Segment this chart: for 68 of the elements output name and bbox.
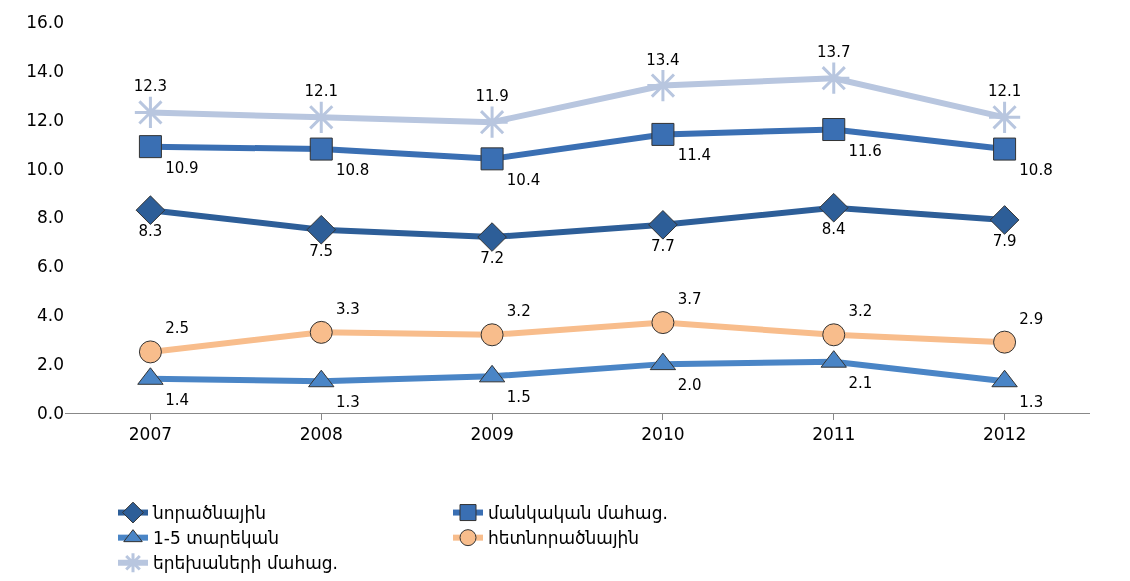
point <box>477 222 507 252</box>
data-label: 11.9 <box>475 87 509 106</box>
legend-label: 1-5 տարեկան <box>153 528 279 549</box>
data-label: 12.1 <box>987 82 1022 101</box>
x-tick-label: 2010 <box>641 424 685 445</box>
point <box>989 205 1020 235</box>
data-label: 13.7 <box>817 43 851 62</box>
data-label: 12.3 <box>133 77 168 96</box>
y-tick-label: 4.0 <box>36 305 64 326</box>
data-label: 11.4 <box>677 146 712 165</box>
legend-label: նորածնային <box>152 503 266 524</box>
data-label: 1.3 <box>336 393 360 412</box>
point <box>651 311 675 335</box>
point <box>993 330 1017 354</box>
point <box>309 137 333 161</box>
point <box>138 340 162 364</box>
legend-label: մանկական մահաց. <box>488 503 668 524</box>
data-label: 2.0 <box>677 376 702 395</box>
legend-label: երեխաների մահաց. <box>153 553 338 574</box>
y-tick-label: 0.0 <box>36 402 64 423</box>
data-label: 3.7 <box>677 290 702 309</box>
y-tick-label: 2.0 <box>36 354 64 375</box>
data-label: 3.2 <box>848 302 873 321</box>
point <box>480 147 504 171</box>
data-label: 13.4 <box>646 50 680 69</box>
data-label: 7.2 <box>480 249 505 268</box>
data-label: 10.8 <box>1019 161 1053 180</box>
y-tick-label: 6.0 <box>36 256 64 277</box>
data-label: 8.3 <box>138 222 163 241</box>
x-tick-label: 2012 <box>982 424 1027 445</box>
point <box>822 118 846 142</box>
data-label: 10.8 <box>336 161 370 180</box>
data-label: 3.2 <box>506 302 531 321</box>
data-label: 1.3 <box>1019 393 1044 412</box>
x-tick-label: 2007 <box>128 424 173 445</box>
y-tick-label: 16.0 <box>26 11 64 32</box>
point <box>651 122 675 146</box>
data-label: 3.3 <box>336 299 360 318</box>
y-tick-label: 10.0 <box>26 158 64 179</box>
data-label: 10.4 <box>506 170 541 189</box>
data-label: 7.7 <box>650 236 675 255</box>
point <box>480 323 504 347</box>
data-label: 10.9 <box>165 158 199 177</box>
legend-label: հետնորածնային <box>488 528 640 549</box>
point <box>306 214 337 245</box>
point <box>993 137 1017 161</box>
data-label: 1.5 <box>506 388 531 407</box>
x-tick-label: 2011 <box>812 424 856 445</box>
point <box>135 195 166 225</box>
x-tick-label: 2008 <box>299 424 343 445</box>
data-label: 2.5 <box>165 319 190 338</box>
data-label: 11.6 <box>848 141 882 160</box>
point <box>822 323 846 347</box>
y-tick-label: 14.0 <box>26 60 64 81</box>
data-label: 1.4 <box>165 390 190 409</box>
data-label: 7.9 <box>992 231 1017 250</box>
y-tick-label: 12.0 <box>26 109 64 130</box>
data-label: 8.4 <box>821 219 846 238</box>
data-label: 7.5 <box>309 241 334 260</box>
data-label: 12.1 <box>304 82 338 101</box>
data-label: 2.1 <box>848 373 873 392</box>
point <box>138 135 162 159</box>
x-tick-label: 2009 <box>470 424 514 445</box>
data-label: 2.9 <box>1019 309 1044 328</box>
y-tick-label: 8.0 <box>36 207 64 228</box>
point <box>309 320 333 344</box>
point <box>818 192 849 223</box>
point <box>648 210 678 240</box>
